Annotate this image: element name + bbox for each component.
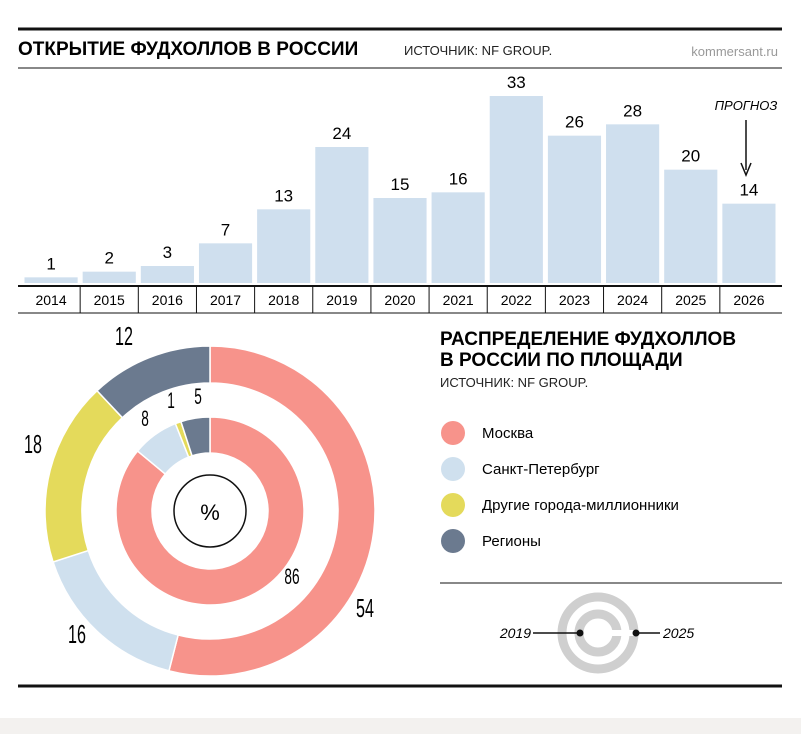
x-label-2015: 2015 <box>94 292 125 308</box>
inner-value-spb: 8 <box>141 406 149 431</box>
legend-swatch-1 <box>441 457 465 481</box>
bar-value-2025: 20 <box>681 147 700 166</box>
legend-swatch-2 <box>441 493 465 517</box>
bar-value-2020: 15 <box>391 175 410 194</box>
inner-value-moscow: 86 <box>284 564 299 589</box>
bar-value-2022: 33 <box>507 73 526 92</box>
outer-value-moscow: 54 <box>356 593 374 623</box>
x-label-2019: 2019 <box>326 292 357 308</box>
bar-2022 <box>489 96 543 283</box>
inner-value-regions: 5 <box>194 384 202 409</box>
bar-2016 <box>140 266 194 283</box>
outer-value-regions: 12 <box>115 321 133 351</box>
bar-2019 <box>315 147 369 283</box>
x-label-2026: 2026 <box>733 292 764 308</box>
donut-title-line1: РАСПРЕДЕЛЕНИЕ ФУДХОЛЛОВ <box>440 329 736 350</box>
x-axis-labels: 2014 2015 2016 2017 2018 2019 2020 2021 2022 2023… <box>35 292 764 308</box>
inner-ring-segment-regions <box>180 416 211 457</box>
bar-2015 <box>82 271 136 283</box>
x-label-2021: 2021 <box>443 292 474 308</box>
bar-2014 <box>24 277 78 283</box>
outer-value-cities: 18 <box>24 429 42 459</box>
x-label-2014: 2014 <box>35 292 66 308</box>
bar-value-2017: 7 <box>221 220 230 239</box>
x-label-2020: 2020 <box>384 292 415 308</box>
ring-key-dot-outer <box>632 629 640 637</box>
donut-value-labels: 54 16 18 12 86 81 5 <box>24 321 374 649</box>
legend-label-0: Москва <box>482 425 534 442</box>
center-label: % <box>200 500 220 525</box>
page-bottom-strip <box>0 718 801 734</box>
x-label-2016: 2016 <box>152 292 183 308</box>
legend-swatch-3 <box>441 529 465 553</box>
bar-2017 <box>198 243 253 283</box>
outer-ring-segment-cities <box>44 389 124 563</box>
inner-ring-segment-moscow <box>115 416 305 606</box>
outer-ring-segment-moscow <box>168 345 376 677</box>
legend-label-3: Регионы <box>482 533 541 550</box>
outer-ring <box>44 345 376 677</box>
x-label-2022: 2022 <box>501 292 532 308</box>
bar-value-2015: 2 <box>104 249 113 268</box>
legend-label-2: Другие города-миллионники <box>482 497 679 514</box>
inner-ring <box>115 416 305 606</box>
inner-value-cities: 1 <box>167 388 175 413</box>
bar-value-2026: 14 <box>739 181 758 200</box>
bar-2021 <box>431 192 485 283</box>
chart-source: ИСТОЧНИК: NF GROUP. <box>404 43 552 58</box>
x-axis-ticks <box>79 286 721 313</box>
bar-value-2023: 26 <box>565 113 584 132</box>
watermark: kommersant.ru <box>691 44 778 59</box>
bar-value-2021: 16 <box>449 169 468 188</box>
bar-2026 <box>722 203 776 283</box>
bar-2025 <box>664 169 718 283</box>
forecast-arrow-head <box>740 162 752 177</box>
x-label-2017: 2017 <box>210 292 241 308</box>
bar-2020 <box>373 198 427 283</box>
x-label-2024: 2024 <box>617 292 648 308</box>
legend-label-1: Санкт-Петербург <box>482 461 600 478</box>
bar-2018 <box>257 209 311 283</box>
donut-chart: % 54 16 18 12 86 81 5 <box>24 321 376 677</box>
ring-key-dot-inner <box>576 629 584 637</box>
ring-key-inner-year: 2019 <box>499 625 531 641</box>
donut-title-line2: В РОССИИ ПО ПЛОЩАДИ <box>440 350 683 371</box>
legend: Москва Санкт-Петербург Другие города-милли… <box>441 421 679 553</box>
donut-source: ИСТОЧНИК: NF GROUP. <box>440 375 588 390</box>
bar-2024 <box>606 124 660 283</box>
bar-2023 <box>547 135 602 283</box>
x-label-2018: 2018 <box>268 292 299 308</box>
bar-value-labels: 1 2 3 7 13 24 15 16 33 26 28 20 14 <box>46 73 758 273</box>
bars <box>24 96 776 283</box>
bar-value-2018: 13 <box>274 186 293 205</box>
x-label-2023: 2023 <box>559 292 590 308</box>
ring-key: 2019 2025 <box>499 592 694 674</box>
bar-value-2014: 1 <box>46 254 55 273</box>
forecast-label: ПРОГНОЗ <box>715 98 778 113</box>
center-circle <box>173 474 247 548</box>
ring-key-outer-year: 2025 <box>662 625 694 641</box>
chart-title: ОТКРЫТИЕ ФУДХОЛЛОВ В РОССИИ <box>18 39 358 60</box>
x-label-2025: 2025 <box>675 292 706 308</box>
bar-value-2019: 24 <box>332 124 351 143</box>
bar-value-2016: 3 <box>163 243 172 262</box>
legend-swatch-0 <box>441 421 465 445</box>
ring-key-gap <box>598 630 640 636</box>
outer-value-spb: 16 <box>68 619 86 649</box>
outer-ring-segment-regions <box>95 345 211 419</box>
bar-value-2024: 28 <box>623 101 642 120</box>
